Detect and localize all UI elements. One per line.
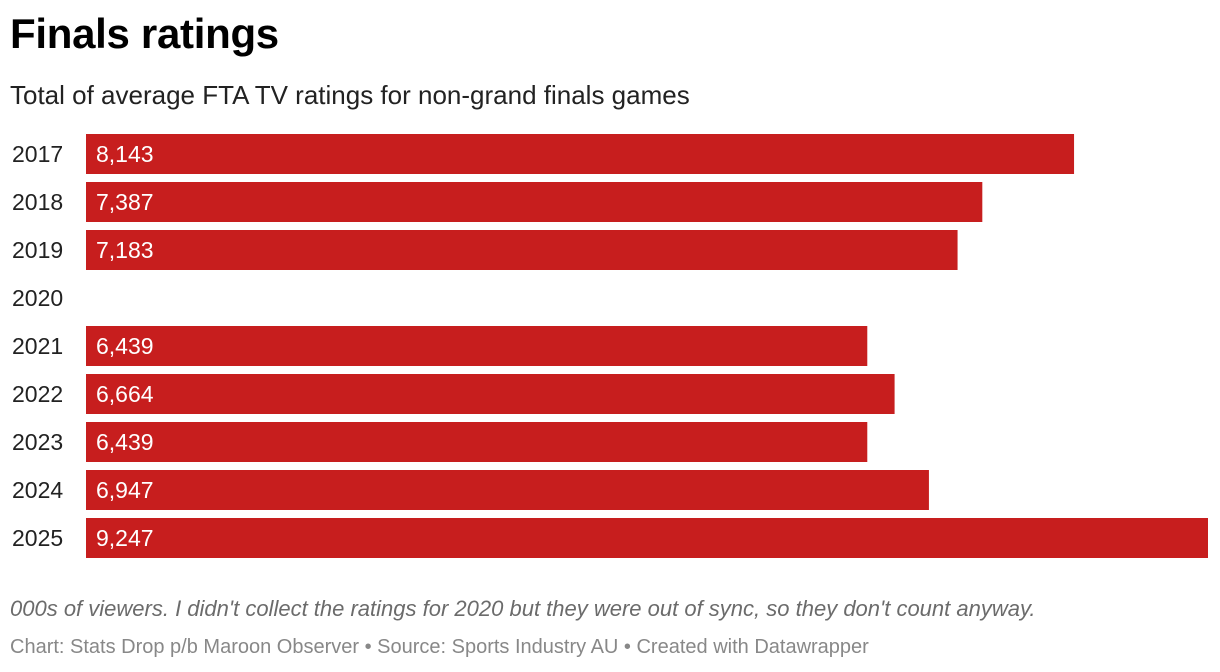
category-label-2024: 2024 (12, 477, 63, 503)
chart-subtitle: Total of average FTA TV ratings for non-… (10, 80, 690, 110)
category-label-2025: 2025 (12, 525, 63, 551)
bar-2021 (86, 326, 868, 366)
bar-2019 (86, 230, 958, 270)
bar-2018 (86, 182, 983, 222)
category-label-2022: 2022 (12, 381, 63, 407)
chart-credits: Chart: Stats Drop p/b Maroon Observer • … (10, 636, 869, 658)
category-label-2023: 2023 (12, 429, 63, 455)
value-label-2022: 6,664 (96, 381, 154, 407)
value-label-2018: 7,387 (96, 189, 154, 215)
category-label-2017: 2017 (12, 141, 63, 167)
bar-2023 (86, 422, 868, 462)
bar-2025 (86, 518, 1208, 558)
bar-2024 (86, 470, 929, 510)
value-label-2024: 6,947 (96, 477, 154, 503)
category-label-2018: 2018 (12, 189, 63, 215)
value-label-2017: 8,143 (96, 141, 154, 167)
value-label-2019: 7,183 (96, 237, 154, 263)
bar-2022 (86, 374, 895, 414)
value-label-2025: 9,247 (96, 525, 154, 551)
category-label-2021: 2021 (12, 333, 63, 359)
bar-chart: 2017 8,143 2018 7,387 2019 7,183 2020 2021 6,439… (12, 134, 1208, 558)
bar-2017 (86, 134, 1075, 174)
chart-note: 000s of viewers. I didn't collect the ra… (10, 596, 1036, 621)
category-label-2019: 2019 (12, 237, 63, 263)
value-label-2023: 6,439 (96, 429, 154, 455)
chart-title: Finals ratings (10, 10, 279, 57)
value-label-2021: 6,439 (96, 333, 154, 359)
category-label-2020: 2020 (12, 285, 63, 311)
